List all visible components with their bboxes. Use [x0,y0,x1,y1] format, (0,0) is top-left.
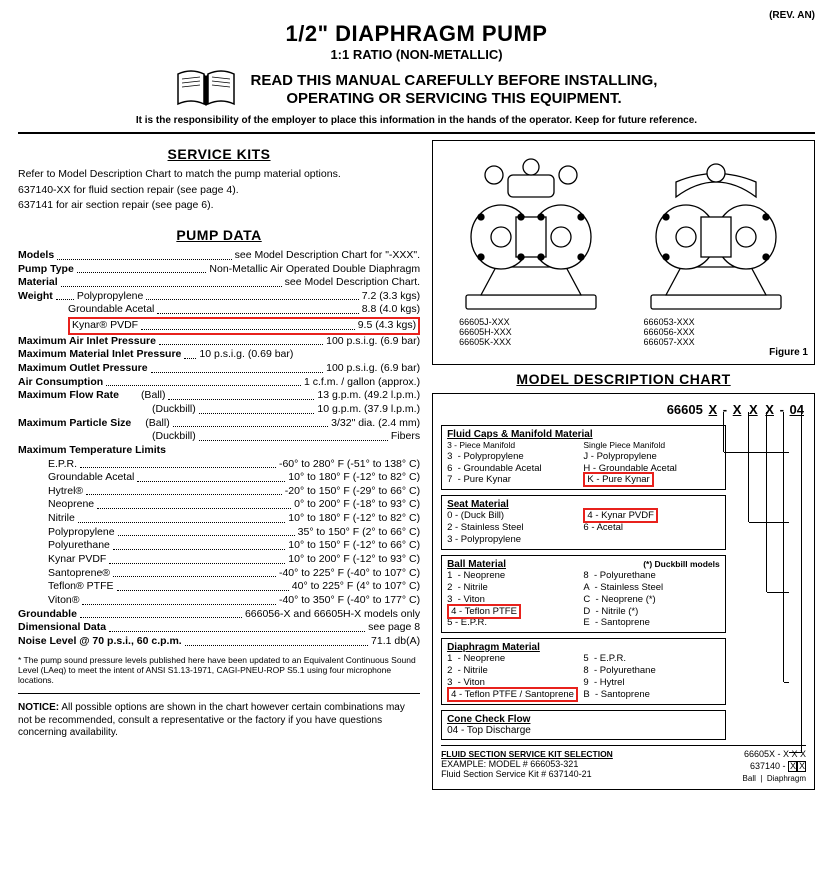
group-fluid-caps: Fluid Caps & Manifold Material 3 - Piece… [441,425,726,490]
pump-drawing-left [446,147,616,317]
figure-caption: Figure 1 [439,347,808,358]
highlight-teflon-ball: 4 - Teflon PTFE [447,604,521,619]
pump-drawing-right [631,147,801,317]
revision: (REV. AN) [18,10,815,21]
highlight-kynar-weight: Kynar® PVDF9.5 (4.3 kgs) [68,317,420,335]
group-ball: Ball Material(*) Duckbill models 1 - Neo… [441,555,726,633]
warning-text: READ THIS MANUAL CAREFULLY BEFORE INSTAL… [251,72,658,107]
manual-icon [176,68,236,111]
pump-data-head: PUMP DATA [18,227,420,243]
model-number-pattern: 66605 X - X X X - 04 [441,402,806,417]
chart-footer: FLUID SECTION SERVICE KIT SELECTION EXAM… [441,745,806,783]
pump-labels-left: 66605J-XXX 66605H-XXX 66605K-XXX [439,317,623,347]
group-diaphragm: Diaphragm Material 1 - Neoprene 2 - Nitr… [441,638,726,705]
group-seat: Seat Material 0 - (Duck Bill)2 - Stainle… [441,495,726,550]
page-subtitle: 1:1 RATIO (NON-METALLIC) [18,47,815,62]
notice-text: NOTICE: NOTICE: All possible options are… [18,702,420,740]
highlight-kynar-pvdf-seat: 4 - Kynar PVDF [583,508,658,523]
page-title: 1/2" DIAPHRAGM PUMP [18,21,815,47]
highlight-teflon-diaphragm: 4 - Teflon PTFE / Santoprene [447,687,578,702]
figure-1: 66605J-XXX 66605H-XXX 66605K-XXX 666053-… [432,140,815,365]
sk-line2: 637140-XX for fluid section repair (see … [18,184,420,198]
group-cone-check: Cone Check Flow 04 - Top Discharge [441,710,726,740]
chart-head: MODEL DESCRIPTION CHART [432,371,815,387]
sk-line1: Refer to Model Description Chart to matc… [18,168,420,182]
highlight-pure-kynar: K - Pure Kynar [583,472,653,487]
sound-footnote: * The pump sound pressure levels publish… [18,655,420,686]
model-chart: 66605 X - X X X - 04 Fluid Caps & Manifo… [432,393,815,790]
sk-line3: 637141 for air section repair (see page … [18,199,420,213]
responsibility-note: It is the responsibility of the employer… [18,115,815,134]
service-kits-head: SERVICE KITS [18,146,420,162]
pump-labels-right: 666053-XXX 666056-XXX 666057-XXX [624,317,808,347]
